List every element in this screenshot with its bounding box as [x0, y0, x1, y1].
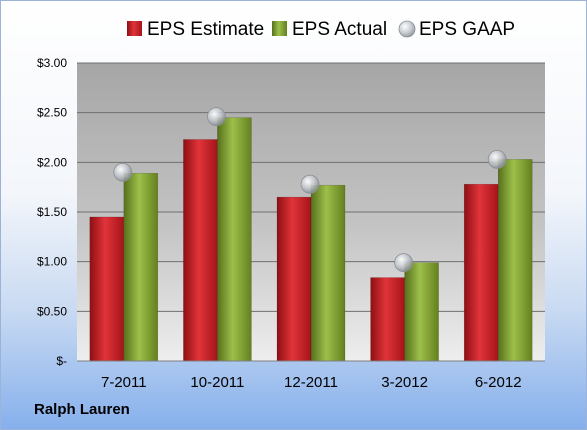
marker-eps-gaap-3-2012	[394, 253, 414, 273]
x-tick-label: 12-2011	[284, 374, 338, 391]
legend-swatch-eps-actual	[272, 21, 287, 36]
company-name: Ralph Lauren	[34, 401, 130, 418]
marker-eps-gaap-7-2011	[113, 162, 133, 182]
marker-eps-gaap-10-2011	[206, 107, 226, 127]
bar-eps-estimate-12-2011	[276, 196, 312, 362]
marker-eps-gaap-6-2012	[487, 149, 507, 169]
x-tick-label: 6-2012	[475, 374, 522, 391]
y-tick-label: $2.50	[37, 106, 67, 120]
x-tick-label: 3-2012	[381, 374, 428, 391]
x-tick-label: 7-2011	[101, 374, 147, 391]
gaap-markers	[113, 107, 507, 273]
y-axis-ticks: $- $0.50 $1.00 $1.50 $2.00 $2.50 $3.00	[37, 56, 67, 368]
bar-eps-actual-7-2011	[123, 173, 159, 362]
bar-eps-actual-12-2011	[310, 184, 346, 362]
bar-eps-estimate-3-2012	[370, 277, 405, 362]
bar-eps-estimate-7-2011	[89, 216, 125, 362]
bar-eps-actual-6-2012	[497, 159, 533, 362]
y-tick-label: $-	[56, 354, 67, 368]
x-tick-label: 10-2011	[190, 374, 244, 391]
legend-label-eps-estimate: EPS Estimate	[147, 19, 264, 40]
bar-eps-estimate-10-2011	[183, 139, 218, 362]
bars	[89, 117, 533, 362]
y-tick-label: $1.00	[37, 255, 67, 269]
y-tick-label: $2.00	[37, 155, 67, 169]
bar-eps-estimate-6-2012	[463, 183, 499, 362]
y-tick-label: $0.50	[37, 304, 67, 318]
legend: EPS Estimate EPS Actual EPS GAAP	[127, 19, 515, 40]
bar-eps-actual-3-2012	[404, 262, 439, 362]
y-tick-label: $1.50	[37, 205, 67, 219]
legend-label-eps-actual: EPS Actual	[292, 19, 387, 40]
legend-label-eps-gaap: EPS GAAP	[419, 19, 515, 40]
y-tick-label: $3.00	[37, 56, 67, 70]
marker-eps-gaap-12-2011	[300, 174, 320, 194]
legend-swatch-eps-estimate	[127, 21, 142, 36]
legend-swatch-eps-gaap	[398, 20, 416, 38]
bar-eps-actual-10-2011	[217, 117, 252, 362]
x-axis-ticks: 7-2011 10-2011 12-2011 3-2012 6-2012	[101, 374, 522, 391]
